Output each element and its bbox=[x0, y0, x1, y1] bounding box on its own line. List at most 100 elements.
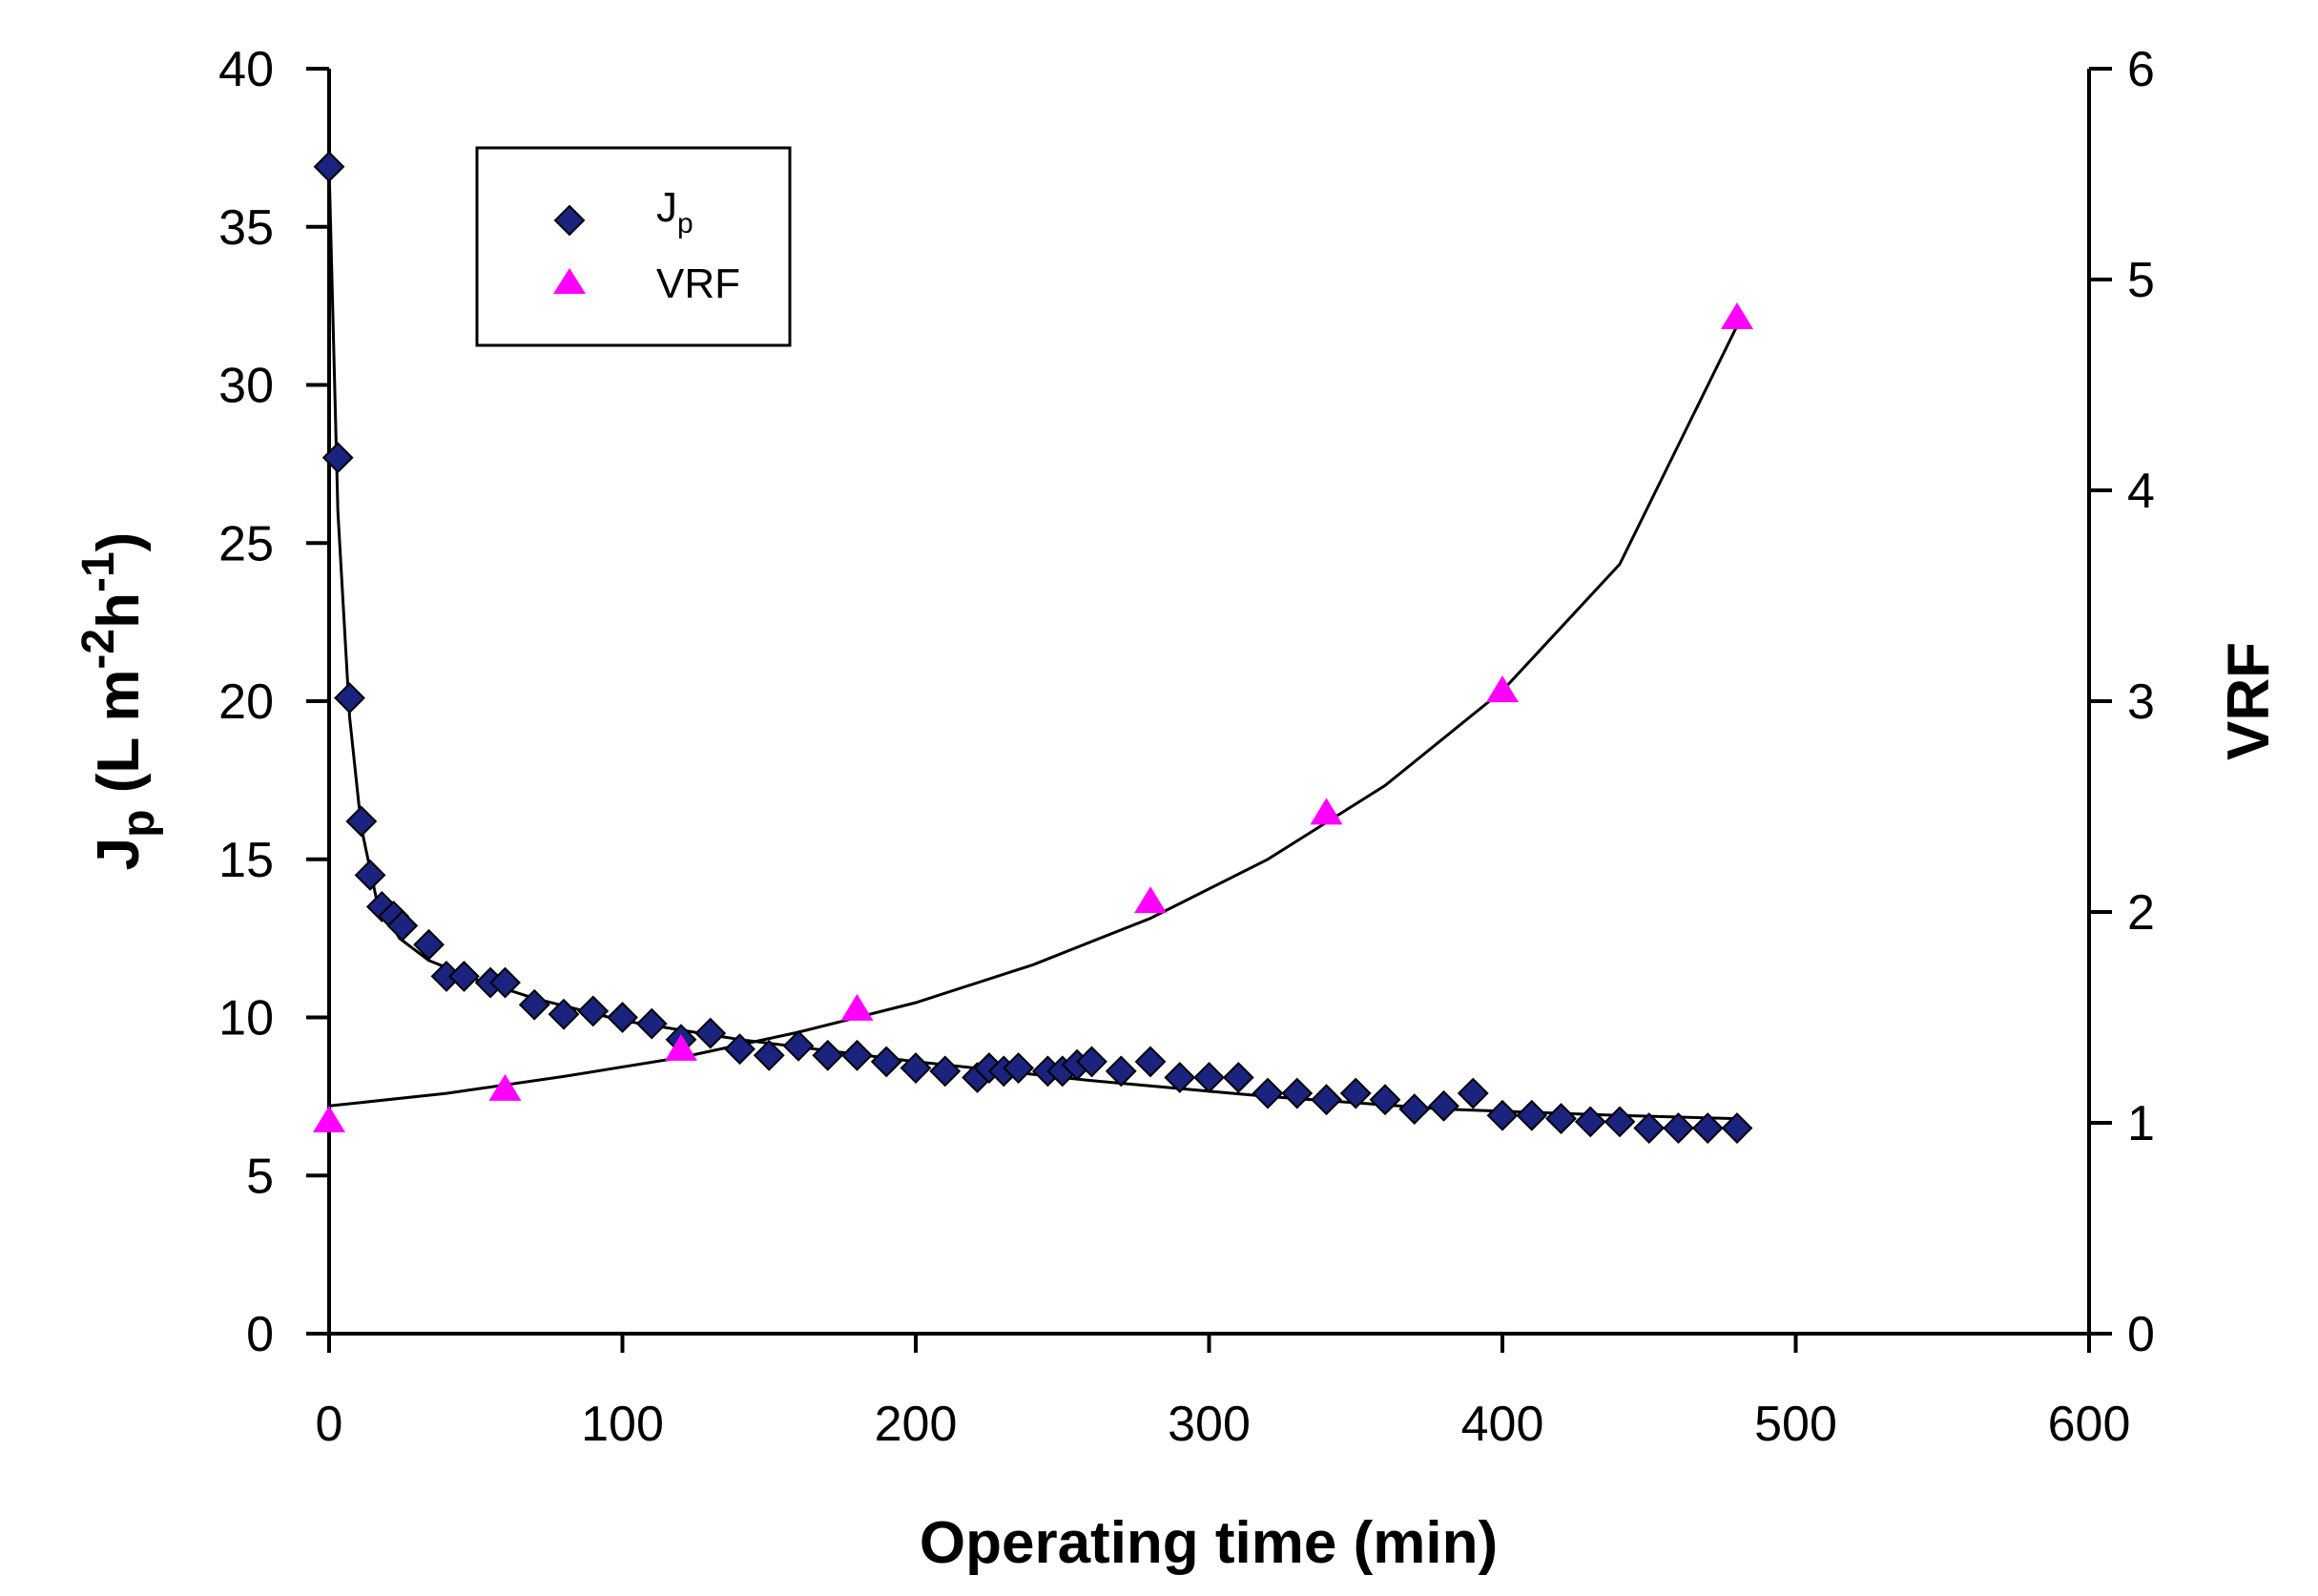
jp-point bbox=[1281, 1077, 1314, 1109]
jp-point bbox=[1428, 1089, 1459, 1122]
jp-point bbox=[1721, 1112, 1753, 1144]
vrf-point bbox=[1310, 798, 1343, 825]
jp-point bbox=[1604, 1106, 1636, 1138]
jp-point bbox=[753, 1039, 785, 1071]
jp-point bbox=[1369, 1084, 1401, 1116]
jp-point bbox=[518, 988, 550, 1021]
legend-label-jp: Jp bbox=[656, 184, 693, 239]
y-tick-label: 30 bbox=[218, 359, 274, 414]
jp-point bbox=[386, 909, 419, 942]
jp-point bbox=[1164, 1062, 1196, 1093]
jp-point bbox=[1134, 1046, 1167, 1078]
vrf-point bbox=[313, 1106, 345, 1132]
y2-tick-label: 3 bbox=[2127, 674, 2155, 730]
y-tick-label: 5 bbox=[246, 1149, 274, 1204]
jp-point bbox=[1574, 1106, 1606, 1138]
jp-point bbox=[577, 995, 610, 1027]
y-tick-label: 25 bbox=[218, 516, 274, 571]
jp-point bbox=[489, 966, 521, 999]
legend-label-jp-main: J bbox=[656, 184, 677, 231]
y-axis-title-main: J bbox=[86, 838, 152, 870]
jp-point bbox=[345, 805, 378, 838]
y2-tick-label: 2 bbox=[2127, 885, 2155, 941]
jp-point bbox=[334, 682, 365, 715]
jp-point bbox=[1663, 1112, 1694, 1144]
x-tick-label: 600 bbox=[2048, 1397, 2131, 1452]
jp-point bbox=[1339, 1077, 1372, 1109]
jp-point bbox=[900, 1052, 932, 1084]
y-tick-label: 15 bbox=[218, 833, 274, 888]
y-tick-label: 40 bbox=[218, 42, 274, 97]
x-tick-label: 100 bbox=[581, 1397, 664, 1452]
y2-tick-label: 6 bbox=[2127, 42, 2155, 97]
jp-point bbox=[354, 859, 386, 891]
y-tick-label: 35 bbox=[218, 200, 274, 256]
jp-point bbox=[1545, 1103, 1577, 1134]
jp-point bbox=[635, 1007, 668, 1040]
legend-triangle-icon bbox=[553, 268, 586, 294]
vrf-point bbox=[665, 1033, 697, 1061]
vrf-point bbox=[1721, 301, 1753, 329]
jp-point bbox=[1252, 1077, 1284, 1109]
legend-label-jp-sub: p bbox=[677, 208, 693, 239]
jp-point bbox=[448, 960, 480, 992]
legend: Jp VRF bbox=[475, 146, 792, 347]
series-marks bbox=[313, 151, 1753, 1144]
jp-point bbox=[313, 151, 345, 183]
jp-point bbox=[1486, 1099, 1519, 1131]
y-axis-title-rest: (L m bbox=[86, 670, 152, 810]
y-tick-label: 20 bbox=[218, 674, 274, 730]
jp-point bbox=[1003, 1052, 1035, 1084]
y-axis-title-sub: p bbox=[114, 810, 164, 838]
x-axis-title: Operating time (min) bbox=[920, 1510, 1498, 1576]
jp-point bbox=[1193, 1062, 1225, 1093]
y-axis-title-mid: h bbox=[86, 592, 152, 629]
x-tick-label: 400 bbox=[1461, 1397, 1544, 1452]
jp-point bbox=[812, 1039, 844, 1071]
y-axis-title-close: ) bbox=[86, 532, 152, 552]
y-axis-ticks: 0 5 10 15 20 25 30 35 40 bbox=[218, 42, 329, 1362]
jp-point bbox=[1222, 1062, 1254, 1093]
jp-point bbox=[929, 1055, 962, 1088]
y-axis-title-sup2: -1 bbox=[73, 551, 124, 592]
y-tick-label: 10 bbox=[218, 991, 274, 1047]
vrf-point bbox=[840, 993, 874, 1021]
y2-tick-label: 1 bbox=[2127, 1096, 2155, 1151]
jp-point bbox=[694, 1017, 727, 1049]
y2-axis-ticks: 0 1 2 3 4 5 6 bbox=[2089, 42, 2155, 1362]
y-axis-title-sup1: -2 bbox=[73, 629, 124, 670]
jp-point bbox=[607, 1002, 638, 1033]
jp-point bbox=[413, 928, 445, 961]
jp-point bbox=[1516, 1099, 1548, 1131]
jp-point bbox=[870, 1046, 902, 1078]
jp-point bbox=[548, 998, 580, 1030]
y2-tick-label: 5 bbox=[2127, 253, 2155, 308]
jp-point bbox=[1076, 1046, 1107, 1078]
x-tick-label: 0 bbox=[316, 1397, 343, 1452]
x-axis-ticks: 0 100 200 300 400 500 600 bbox=[316, 1334, 2131, 1452]
jp-point bbox=[1105, 1055, 1137, 1088]
legend-label-vrf: VRF bbox=[656, 260, 740, 307]
x-tick-label: 300 bbox=[1168, 1397, 1251, 1452]
legend-diamond-icon bbox=[553, 204, 586, 237]
jp-point bbox=[1633, 1112, 1666, 1144]
x-tick-label: 500 bbox=[1754, 1397, 1837, 1452]
vrf-point bbox=[488, 1073, 522, 1101]
y2-tick-label: 0 bbox=[2127, 1307, 2155, 1362]
y2-tick-label: 4 bbox=[2127, 464, 2155, 519]
legend-box bbox=[475, 146, 792, 347]
jp-point bbox=[1311, 1084, 1342, 1116]
vrf-point bbox=[1134, 886, 1167, 914]
vrf-point bbox=[1486, 675, 1519, 703]
jp-point bbox=[1398, 1093, 1431, 1126]
x-tick-label: 200 bbox=[875, 1397, 958, 1452]
y-tick-label: 0 bbox=[246, 1307, 274, 1362]
jp-point bbox=[724, 1033, 755, 1066]
jp-point bbox=[1457, 1077, 1489, 1109]
vrf-fit-line bbox=[328, 324, 1739, 1108]
jp-point bbox=[782, 1029, 815, 1062]
jp-point bbox=[841, 1039, 873, 1071]
jp-point bbox=[1691, 1112, 1724, 1144]
y-axis-title: Jp (L m-2h-1) bbox=[73, 532, 164, 871]
